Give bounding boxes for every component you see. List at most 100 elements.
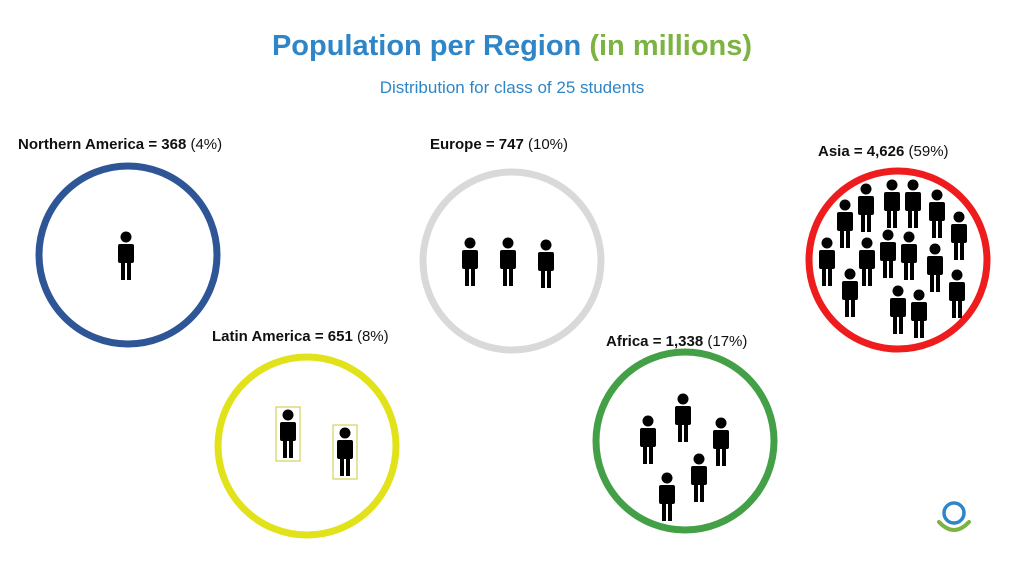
- selection-box: [332, 424, 358, 480]
- person-head: [886, 179, 898, 191]
- person-icon: [880, 229, 896, 278]
- person-body: [675, 406, 691, 425]
- person-leg-left: [340, 457, 344, 476]
- person-leg-right: [289, 439, 293, 458]
- person-head: [860, 183, 872, 195]
- region-population: 651: [327, 328, 353, 345]
- person-icon: [640, 415, 656, 464]
- person-leg-right: [509, 267, 513, 286]
- person-leg-left: [930, 273, 934, 292]
- person-head: [953, 211, 965, 223]
- region-circle-northern-america: [35, 162, 221, 348]
- person-leg-right: [851, 298, 855, 317]
- person-leg-right: [668, 502, 672, 521]
- person-body: [911, 302, 927, 321]
- person-body: [538, 252, 554, 271]
- title-accent: (in millions): [589, 30, 753, 62]
- person-leg-right: [920, 319, 924, 338]
- region-percent: (59%): [908, 143, 949, 160]
- person-body: [859, 250, 875, 269]
- person-leg-right: [684, 423, 688, 442]
- person-icon: [842, 268, 858, 317]
- person-head: [907, 179, 919, 191]
- person-body: [905, 192, 921, 211]
- region-name: Asia: [818, 143, 850, 160]
- person-head: [540, 239, 552, 251]
- page-subtitle: Distribution for class of 25 students: [379, 78, 645, 97]
- region-population: 747: [498, 136, 524, 153]
- person-body: [949, 282, 965, 301]
- person-leg-left: [822, 267, 826, 286]
- person-leg-right: [346, 457, 350, 476]
- person-leg-left: [541, 269, 545, 288]
- person-leg-left: [954, 241, 958, 260]
- region-circle-latin-america: [214, 353, 400, 539]
- person-body: [640, 428, 656, 447]
- person-icon: [500, 237, 516, 286]
- region-name: Europe: [430, 136, 482, 153]
- person-leg-right: [910, 261, 914, 280]
- person-icon: [332, 424, 358, 480]
- region-population: 368: [161, 136, 187, 153]
- person-icon: [859, 237, 875, 286]
- person-leg-left: [952, 299, 956, 318]
- person-leg-left: [883, 259, 887, 278]
- person-icon: [659, 472, 675, 521]
- person-icon: [675, 393, 691, 442]
- person-body: [858, 196, 874, 215]
- person-body: [837, 212, 853, 231]
- person-icon: [890, 285, 906, 334]
- person-leg-right: [722, 447, 726, 466]
- person-leg-left: [503, 267, 507, 286]
- person-icon: [118, 231, 134, 280]
- person-leg-left: [845, 298, 849, 317]
- selection-box: [275, 406, 301, 462]
- person-icon: [927, 243, 943, 292]
- person-body: [929, 202, 945, 221]
- person-leg-left: [465, 267, 469, 286]
- region-percent: (8%): [356, 328, 389, 345]
- region-percent: (10%): [528, 136, 569, 153]
- title-main: Population per Region: [271, 30, 582, 62]
- person-head: [892, 285, 904, 297]
- person-leg-right: [914, 209, 918, 228]
- person-leg-right: [936, 273, 940, 292]
- person-head: [913, 289, 925, 301]
- person-body: [500, 250, 516, 269]
- person-leg-left: [904, 261, 908, 280]
- person-leg-right: [958, 299, 962, 318]
- region-percent: (17%): [707, 333, 748, 350]
- person-body: [890, 298, 906, 317]
- person-body: [118, 244, 134, 263]
- person-head: [502, 237, 514, 249]
- person-leg-right: [547, 269, 551, 288]
- person-body: [884, 192, 900, 211]
- region-circle-asia: [805, 167, 991, 353]
- person-leg-right: [127, 261, 131, 280]
- person-leg-right: [649, 445, 653, 464]
- person-leg-right: [868, 267, 872, 286]
- person-body: [691, 466, 707, 485]
- person-leg-left: [643, 445, 647, 464]
- person-body: [880, 242, 896, 261]
- person-head: [839, 199, 851, 211]
- person-icon: [949, 269, 965, 318]
- organization-logo-icon: [937, 501, 971, 532]
- person-leg-left: [840, 229, 844, 248]
- person-icon: [951, 211, 967, 260]
- person-leg-left: [887, 209, 891, 228]
- person-icon: [538, 239, 554, 288]
- person-head: [844, 268, 856, 280]
- person-icon: [691, 453, 707, 502]
- person-leg-left: [908, 209, 912, 228]
- person-leg-right: [889, 259, 893, 278]
- person-leg-left: [694, 483, 698, 502]
- person-body: [842, 281, 858, 300]
- person-head: [642, 415, 654, 427]
- person-head: [951, 269, 963, 281]
- person-leg-left: [914, 319, 918, 338]
- person-body: [927, 256, 943, 275]
- person-leg-right: [960, 241, 964, 260]
- person-leg-left: [121, 261, 125, 280]
